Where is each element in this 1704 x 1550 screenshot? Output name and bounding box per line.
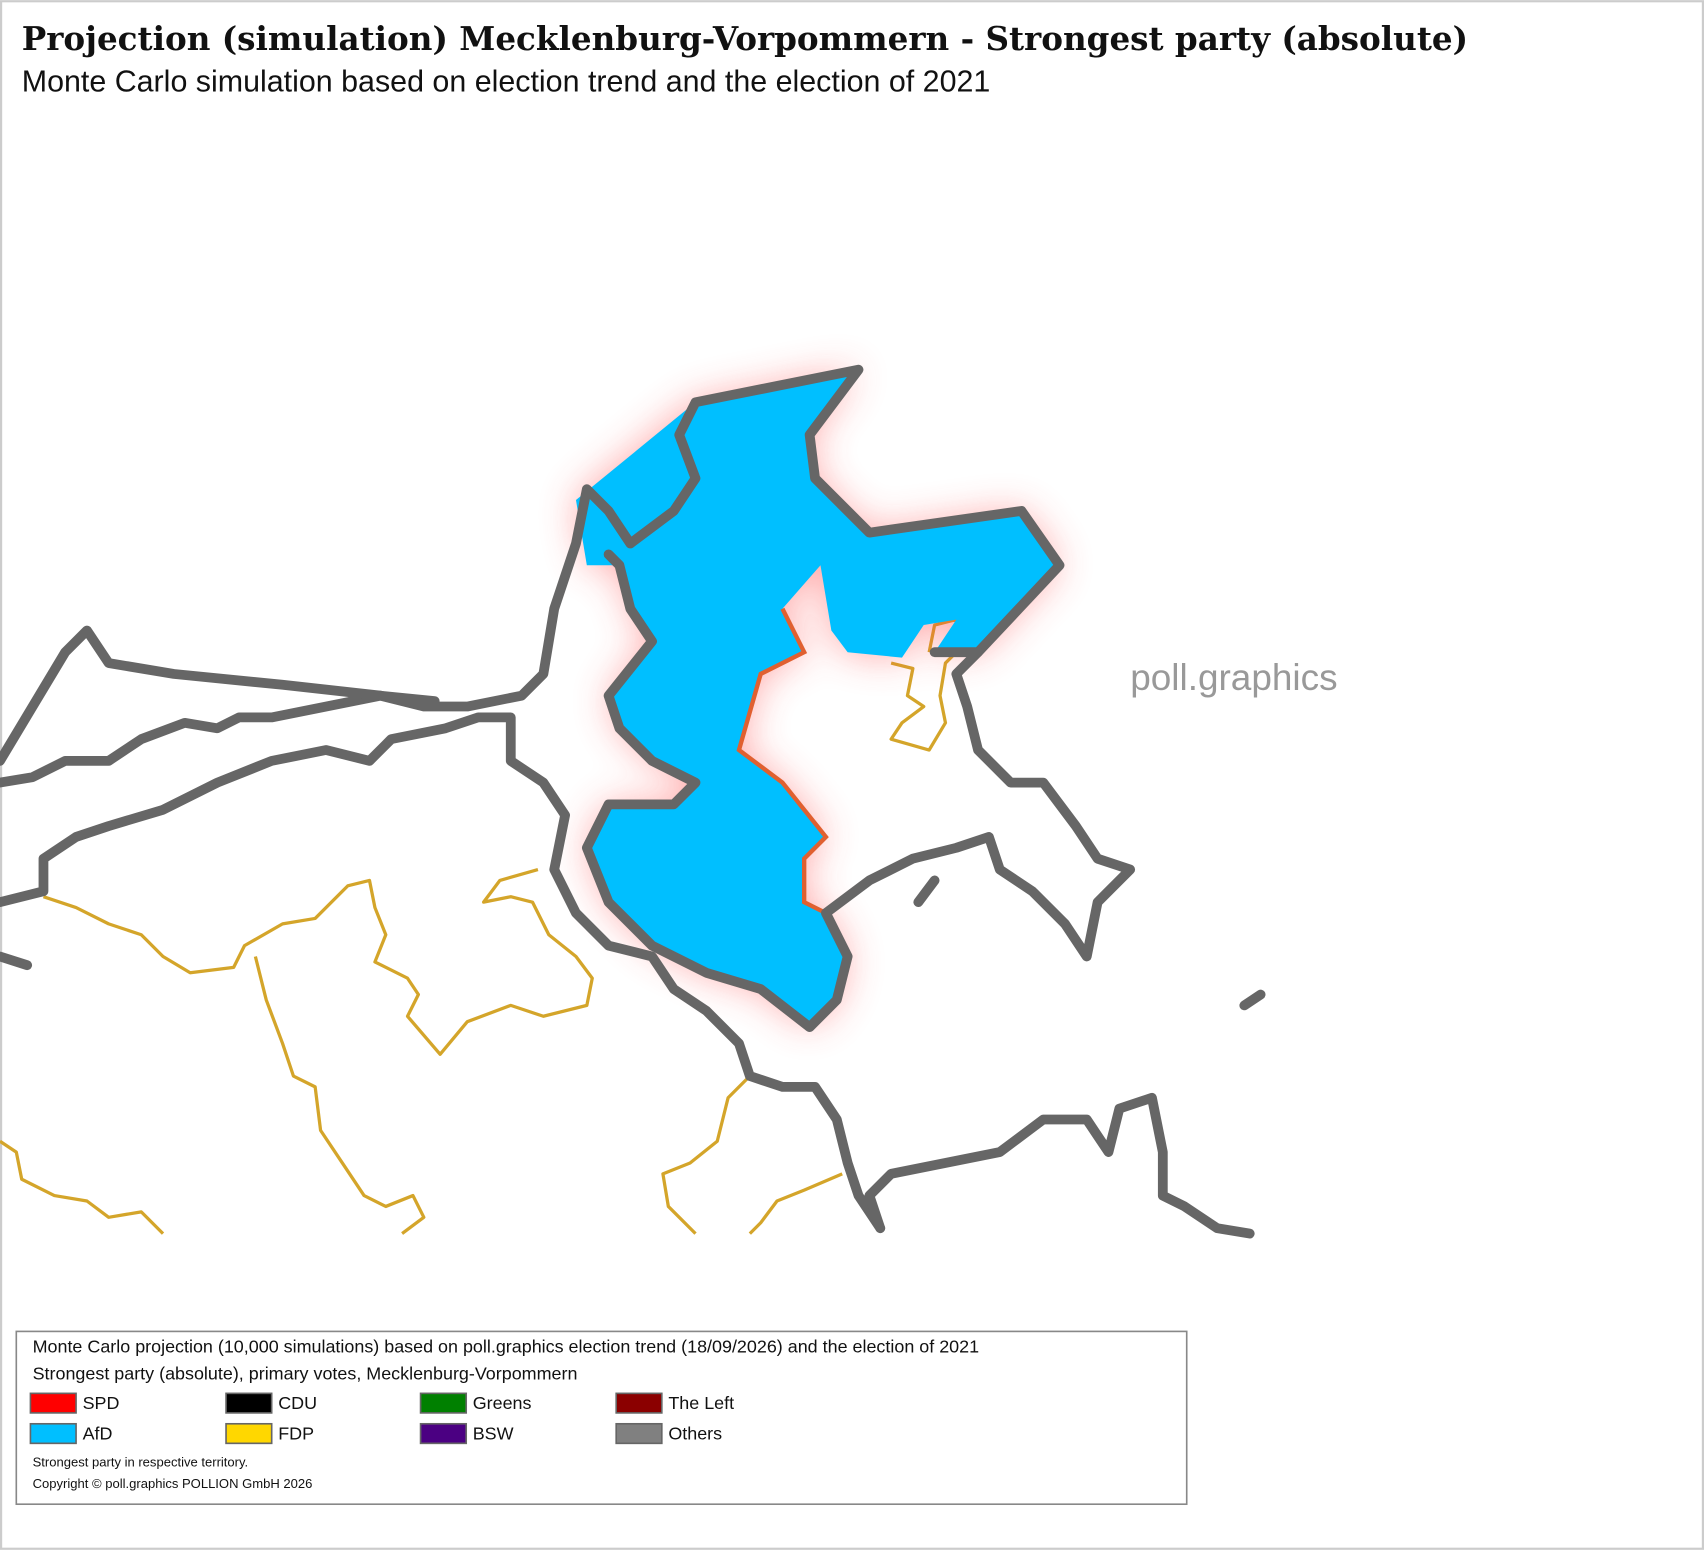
- afd-region: [575, 369, 1060, 1028]
- legend-label: BSW: [473, 1423, 514, 1443]
- legend-box: [15, 1330, 1188, 1506]
- coastline: [581, 549, 1136, 1033]
- legend-description: Strongest party (absolute), primary vote…: [33, 1364, 578, 1384]
- coastline: [0, 712, 886, 1234]
- coastline: [0, 625, 440, 766]
- legend-swatch: [29, 1392, 77, 1414]
- district-border: [253, 956, 426, 1235]
- legend-note: Strongest party in respective territory.: [33, 1454, 249, 1469]
- legend-label: CDU: [278, 1393, 317, 1413]
- map: poll.graphics: [0, 364, 1338, 1239]
- legend: Monte Carlo projection (10,000 simulatio…: [15, 1330, 1188, 1506]
- legend-label: FDP: [278, 1423, 314, 1443]
- region-border: [736, 607, 829, 915]
- district-border: [661, 1074, 751, 1235]
- legend-swatch: [29, 1422, 77, 1445]
- coastline: [864, 1092, 1255, 1239]
- title: Projection (simulation) Mecklenburg-Vorp…: [22, 19, 1468, 58]
- legend-note: Copyright © poll.graphics POLLION GmbH 2…: [33, 1476, 313, 1491]
- subtitle: Monte Carlo simulation based on election…: [22, 64, 991, 98]
- watermark: poll.graphics: [1130, 657, 1337, 698]
- legend-swatch: [615, 1392, 663, 1414]
- coastline: [0, 875, 1266, 1011]
- coastline: [0, 364, 1065, 788]
- legend-description: Monte Carlo projection (10,000 simulatio…: [33, 1336, 980, 1356]
- legend-label: AfD: [83, 1423, 113, 1443]
- legend-swatch: [615, 1422, 663, 1445]
- district-border: [748, 1172, 843, 1235]
- legend-swatch: [419, 1422, 468, 1445]
- district-border: [0, 1139, 165, 1235]
- legend-label: SPD: [83, 1393, 120, 1413]
- legend-swatch: [419, 1392, 468, 1414]
- legend-label: The Left: [668, 1393, 734, 1413]
- legend-label: Others: [668, 1423, 722, 1443]
- legend-label: Greens: [473, 1393, 532, 1413]
- district-border: [42, 867, 594, 1056]
- legend-swatch: [225, 1422, 273, 1445]
- legend-swatch: [225, 1392, 273, 1414]
